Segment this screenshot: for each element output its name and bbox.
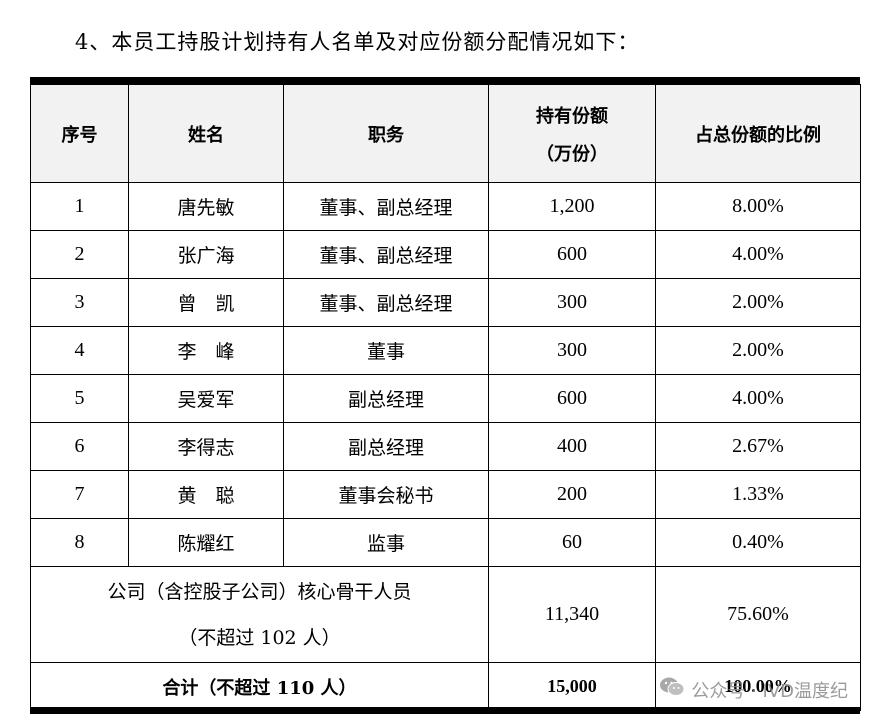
cell-index: 7: [30, 470, 129, 519]
table-row: 2 张广海 董事、副总经理 600 4.00%: [30, 230, 861, 279]
cell-name: 李得志: [128, 422, 284, 471]
cell-shares: 300: [488, 278, 656, 327]
cell-index: 5: [30, 374, 129, 423]
cell-shares: 600: [488, 374, 656, 423]
header-shares-line1: 持有份额: [536, 105, 608, 127]
cell-position: 副总经理: [283, 422, 489, 471]
table-row: 7 黄 聪 董事会秘书 200 1.33%: [30, 470, 861, 519]
header-position: 职务: [283, 84, 489, 183]
cell-shares: 60: [488, 518, 656, 567]
cell-name: 陈耀红: [128, 518, 284, 567]
cell-shares: 300: [488, 326, 656, 375]
table-top-rule: [30, 77, 860, 84]
cell-ratio: 2.67%: [655, 422, 861, 471]
header-index: 序号: [30, 84, 129, 183]
cell-shares: 400: [488, 422, 656, 471]
cell-shares: 1,200: [488, 182, 656, 231]
total-row: 合计（不超过 110 人） 15,000 100.00%: [30, 662, 861, 711]
table-row: 8 陈耀红 监事 60 0.40%: [30, 518, 861, 567]
cell-index: 6: [30, 422, 129, 471]
cell-ratio: 0.40%: [655, 518, 861, 567]
wechat-icon: [659, 676, 691, 703]
cell-name: 曾 凯: [128, 278, 284, 327]
cell-index: 3: [30, 278, 129, 327]
cell-name: 李 峰: [128, 326, 284, 375]
core-staff-label-line1: 公司（含控股子公司）核心骨干人员: [107, 580, 412, 603]
cell-ratio: 8.00%: [655, 182, 861, 231]
core-staff-label: 公司（含控股子公司）核心骨干人员 （不超过 102 人）: [30, 566, 489, 663]
cell-shares: 600: [488, 230, 656, 279]
cell-ratio: 2.00%: [655, 326, 861, 375]
core-staff-label-line2: （不超过 102 人）: [178, 626, 341, 649]
cell-position: 董事、副总经理: [283, 278, 489, 327]
core-staff-shares: 11,340: [488, 566, 656, 663]
total-shares: 15,000: [488, 662, 656, 711]
cell-position: 副总经理: [283, 374, 489, 423]
cell-name: 张广海: [128, 230, 284, 279]
cell-shares: 200: [488, 470, 656, 519]
cell-index: 4: [30, 326, 129, 375]
cell-index: 1: [30, 182, 129, 231]
header-shares: 持有份额 （万份）: [488, 84, 656, 183]
total-label: 合计（不超过 110 人）: [30, 662, 489, 711]
header-shares-unit: （万份）: [536, 143, 608, 165]
section-heading: 4、本员工持股计划持有人名单及对应份额分配情况如下：: [75, 30, 640, 54]
cell-index: 2: [30, 230, 129, 279]
table-row: 3 曾 凯 董事、副总经理 300 2.00%: [30, 278, 861, 327]
cell-name: 黄 聪: [128, 470, 284, 519]
cell-position: 董事、副总经理: [283, 182, 489, 231]
table-header-row: 序号 姓名 职务 持有份额 （万份） 占总份额的比例: [30, 84, 861, 183]
core-staff-row: 公司（含控股子公司）核心骨干人员 （不超过 102 人） 11,340 75.6…: [30, 566, 861, 663]
table-row: 4 李 峰 董事 300 2.00%: [30, 326, 861, 375]
watermark-text: 公众号 · IVD温度纪: [691, 680, 848, 702]
table-row: 1 唐先敏 董事、副总经理 1,200 8.00%: [30, 182, 861, 231]
cell-ratio: 4.00%: [655, 374, 861, 423]
cell-ratio: 4.00%: [655, 230, 861, 279]
watermark: 公众号 · IVD温度纪: [659, 676, 848, 703]
header-ratio: 占总份额的比例: [655, 84, 861, 183]
header-name: 姓名: [128, 84, 284, 183]
table-row: 6 李得志 副总经理 400 2.67%: [30, 422, 861, 471]
cell-position: 董事会秘书: [283, 470, 489, 519]
cell-name: 吴爱军: [128, 374, 284, 423]
table-bottom-rule: [30, 707, 860, 714]
cell-ratio: 2.00%: [655, 278, 861, 327]
cell-index: 8: [30, 518, 129, 567]
cell-position: 董事: [283, 326, 489, 375]
cell-position: 董事、副总经理: [283, 230, 489, 279]
cell-name: 唐先敏: [128, 182, 284, 231]
core-staff-ratio: 75.60%: [655, 566, 861, 663]
cell-ratio: 1.33%: [655, 470, 861, 519]
holder-allocation-table: 序号 姓名 职务 持有份额 （万份） 占总份额的比例 1 唐先敏 董事、副总经理…: [30, 84, 861, 711]
cell-position: 监事: [283, 518, 489, 567]
table-row: 5 吴爱军 副总经理 600 4.00%: [30, 374, 861, 423]
